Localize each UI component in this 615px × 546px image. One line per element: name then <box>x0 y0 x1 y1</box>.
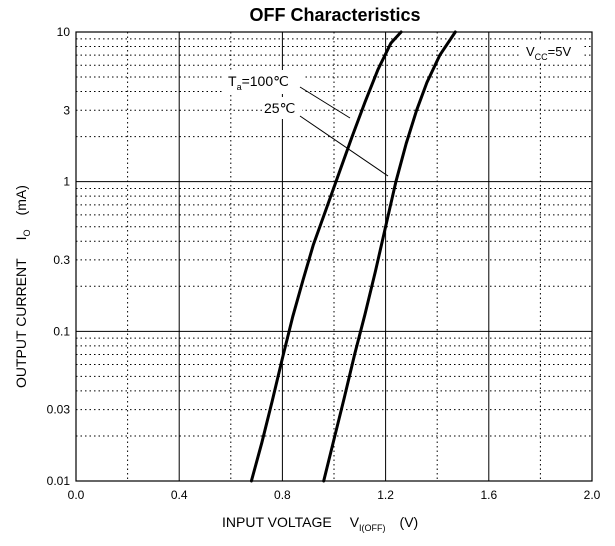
series-annotation-1-text: Ta=100℃ <box>228 73 289 92</box>
series-annotation-1-symbol: T <box>228 73 237 89</box>
condition-label-text: VCC=5V <box>526 44 571 62</box>
x-tick-label: 1.2 <box>377 488 394 502</box>
series-line-2 <box>322 30 457 483</box>
series-annotation-1: Ta=100℃ <box>224 70 351 119</box>
x-tick-label: 2.0 <box>584 488 601 502</box>
y-axis-label-unit: (mA) <box>13 185 29 215</box>
x-axis-label-subscript: I(OFF) <box>359 523 386 533</box>
x-tick-label: 1.6 <box>480 488 497 502</box>
x-tick-label: 0.0 <box>68 488 85 502</box>
y-axis-label-symbol: I <box>13 236 29 240</box>
x-axis-label: INPUT VOLTAGE VI(OFF) (V) <box>222 514 418 533</box>
x-axis-label-symbol: V <box>350 514 360 530</box>
y-axis-label-subscript: O <box>22 229 32 236</box>
y-tick-label: 0.3 <box>53 253 70 267</box>
series-annotation-2-leader <box>299 115 389 177</box>
y-axis-label-main: OUTPUT CURRENT <box>13 258 29 388</box>
condition-value: =5V <box>548 44 572 59</box>
series-annotation-1-leader <box>299 86 351 119</box>
grid-minor <box>76 32 592 481</box>
y-tick-label: 3 <box>63 103 70 117</box>
series-annotation-1-subscript: a <box>237 82 242 92</box>
x-tick-label: 0.4 <box>171 488 188 502</box>
condition-symbol: V <box>526 44 535 59</box>
y-tick-label: 0.1 <box>53 324 70 338</box>
y-tick-label: 0.01 <box>47 474 71 488</box>
series-annotation-1-background <box>224 70 304 94</box>
x-axis-label-unit: (V) <box>400 514 419 530</box>
grid-major <box>76 32 592 481</box>
y-tick-label: 0.03 <box>47 403 71 417</box>
condition-subscript: CC <box>535 52 548 62</box>
condition-label-background <box>520 40 584 62</box>
series-annotation-2-background <box>262 97 302 119</box>
series-annotation-1-value: =100℃ <box>242 73 289 89</box>
series-layer <box>249 30 457 483</box>
x-tick-labels: 0.0 0.4 0.8 1.2 1.6 2.0 <box>68 488 601 502</box>
y-tick-label: 1 <box>63 175 70 189</box>
x-axis-label-main: INPUT VOLTAGE <box>222 514 332 530</box>
x-tick-label: 0.8 <box>274 488 291 502</box>
y-tick-label: 10 <box>57 25 71 39</box>
y-tick-labels: 10 3 1 0.3 0.1 0.03 0.01 <box>47 25 71 488</box>
y-axis-label: OUTPUT CURRENT IO (mA) <box>13 185 32 388</box>
plot-frame <box>75 31 593 482</box>
series-annotation-2: 25℃ <box>262 97 389 177</box>
condition-label: VCC=5V <box>520 40 584 62</box>
series-annotation-2-text: 25℃ <box>264 100 295 116</box>
chart-title: OFF Characteristics <box>249 5 420 25</box>
series-line-1 <box>249 30 403 483</box>
